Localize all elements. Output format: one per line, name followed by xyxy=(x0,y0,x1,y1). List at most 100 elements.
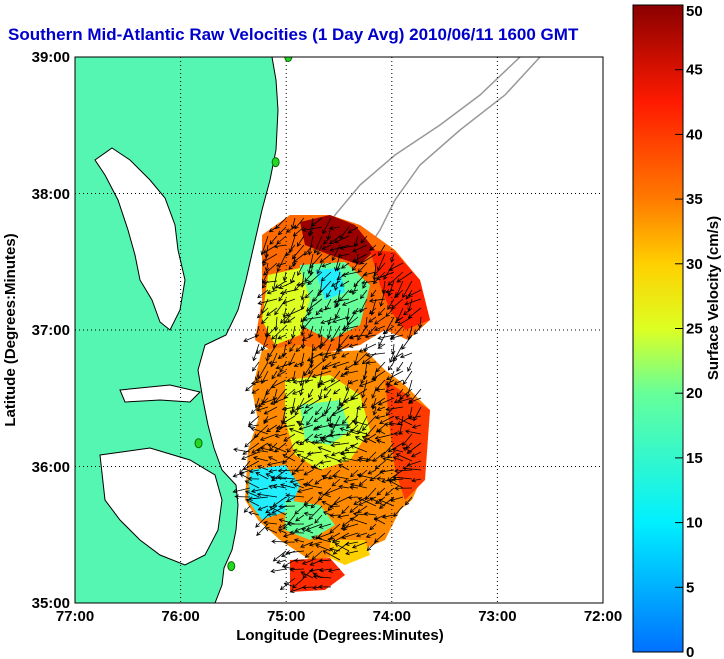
velocity-arrow xyxy=(300,289,305,301)
velocity-arrow xyxy=(285,226,296,233)
velocity-arrow xyxy=(279,289,296,295)
velocity-arrow xyxy=(278,289,287,302)
velocity-arrow xyxy=(342,397,359,404)
velocity-arrow xyxy=(385,289,395,294)
velocity-arrow xyxy=(281,415,296,424)
velocity-arrow xyxy=(247,423,260,429)
velocity-arrow xyxy=(378,498,395,507)
velocity-arrow xyxy=(374,433,395,440)
velocity-arrow xyxy=(401,334,413,350)
velocity-arrow xyxy=(323,454,341,462)
velocity-arrow xyxy=(348,334,368,340)
velocity-arrow xyxy=(382,457,395,462)
velocity-arrow xyxy=(340,262,350,269)
velocity-arrow xyxy=(259,446,278,453)
velocity-arrow xyxy=(312,424,323,431)
velocity-arrow xyxy=(385,307,395,318)
velocity-arrow xyxy=(360,235,368,244)
velocity-arrow xyxy=(288,427,305,435)
velocity-arrow xyxy=(378,244,386,257)
velocity-arrow xyxy=(391,298,404,310)
velocity-arrow xyxy=(276,370,287,377)
velocity-arrow xyxy=(338,464,350,471)
velocity-arrow xyxy=(256,523,269,537)
velocity-arrow xyxy=(390,496,404,502)
velocity-arrow xyxy=(397,397,413,404)
velocity-arrow xyxy=(244,490,260,498)
velocity-arrow xyxy=(271,505,287,514)
velocity-arrow xyxy=(328,547,341,552)
velocity-arrow xyxy=(281,406,296,412)
velocity-arrow xyxy=(276,559,287,564)
velocity-arrow xyxy=(278,280,296,289)
velocity-arrow xyxy=(384,388,395,393)
velocity-arrow xyxy=(250,487,269,494)
velocity-arrow xyxy=(263,406,278,415)
colorbar-tick-label: 15 xyxy=(686,450,703,467)
velocity-arrow xyxy=(293,538,305,543)
velocity-arrow xyxy=(362,271,377,277)
velocity-arrow xyxy=(314,424,332,430)
velocity-arrow xyxy=(268,226,278,233)
x-axis-label: Longitude (Degrees:Minutes) xyxy=(236,627,444,644)
velocity-arrow xyxy=(282,454,296,462)
velocity-arrow xyxy=(323,235,332,245)
grid-lines xyxy=(75,57,603,603)
velocity-arrow xyxy=(349,517,368,525)
velocity-arrow xyxy=(299,541,314,548)
velocity-arrow xyxy=(277,468,296,473)
velocity-arrow xyxy=(260,397,278,406)
velocity-arrow xyxy=(387,361,395,371)
velocity-arrow xyxy=(312,574,332,580)
velocity-arrow xyxy=(322,343,332,363)
velocity-arrow xyxy=(277,226,287,236)
velocity-arrow xyxy=(250,427,269,435)
velocity-arrow xyxy=(351,253,368,263)
velocity-arrow xyxy=(332,361,350,369)
velocity-arrow xyxy=(312,343,323,351)
velocity-arrow xyxy=(368,316,377,323)
velocity-arrow xyxy=(332,496,350,506)
velocity-arrow xyxy=(383,422,395,427)
velocity-arrow xyxy=(285,493,305,498)
velocity-arrow xyxy=(268,468,278,474)
station-marker xyxy=(284,57,293,62)
velocity-arrow xyxy=(357,497,377,507)
colorbar-tick-label: 5 xyxy=(686,579,694,596)
velocity-arrow xyxy=(264,262,270,272)
velocity-arrow xyxy=(275,262,287,268)
velocity-arrow xyxy=(289,586,305,593)
velocity-arrow xyxy=(376,476,386,482)
velocity-arrow xyxy=(307,235,314,256)
velocity-arrow xyxy=(278,504,296,509)
velocity-arrow xyxy=(266,460,287,467)
velocity-arrow xyxy=(275,424,296,430)
velocity-arrow xyxy=(289,530,305,535)
velocity-arrow xyxy=(255,472,269,480)
y-tick-label: 35:00 xyxy=(32,595,70,612)
velocity-arrow xyxy=(305,523,323,531)
velocity-arrow xyxy=(331,370,341,383)
velocity-arrow xyxy=(301,559,314,565)
velocity-arrow xyxy=(244,433,260,448)
velocity-arrow xyxy=(232,469,251,478)
velocity-arrow xyxy=(345,379,350,392)
velocity-arrow xyxy=(303,511,314,517)
velocity-arrow xyxy=(336,262,341,272)
velocity-arrow xyxy=(277,529,287,534)
velocity-arrow xyxy=(303,469,314,476)
velocity-arrow xyxy=(376,487,386,496)
velocity-arrow xyxy=(379,289,386,307)
bathymetry-contour xyxy=(359,57,541,261)
velocity-arrow xyxy=(361,435,377,444)
velocity-arrow xyxy=(241,451,260,460)
velocity-arrow xyxy=(314,406,323,416)
velocity-arrow xyxy=(341,298,359,306)
velocity-arrow xyxy=(300,271,305,288)
velocity-arrow xyxy=(308,388,314,399)
velocity-arrow xyxy=(402,447,413,453)
velocity-arrow xyxy=(323,361,341,369)
velocity-arrow xyxy=(245,498,260,507)
velocity-arrow xyxy=(320,271,332,282)
velocity-arrow xyxy=(393,289,404,299)
